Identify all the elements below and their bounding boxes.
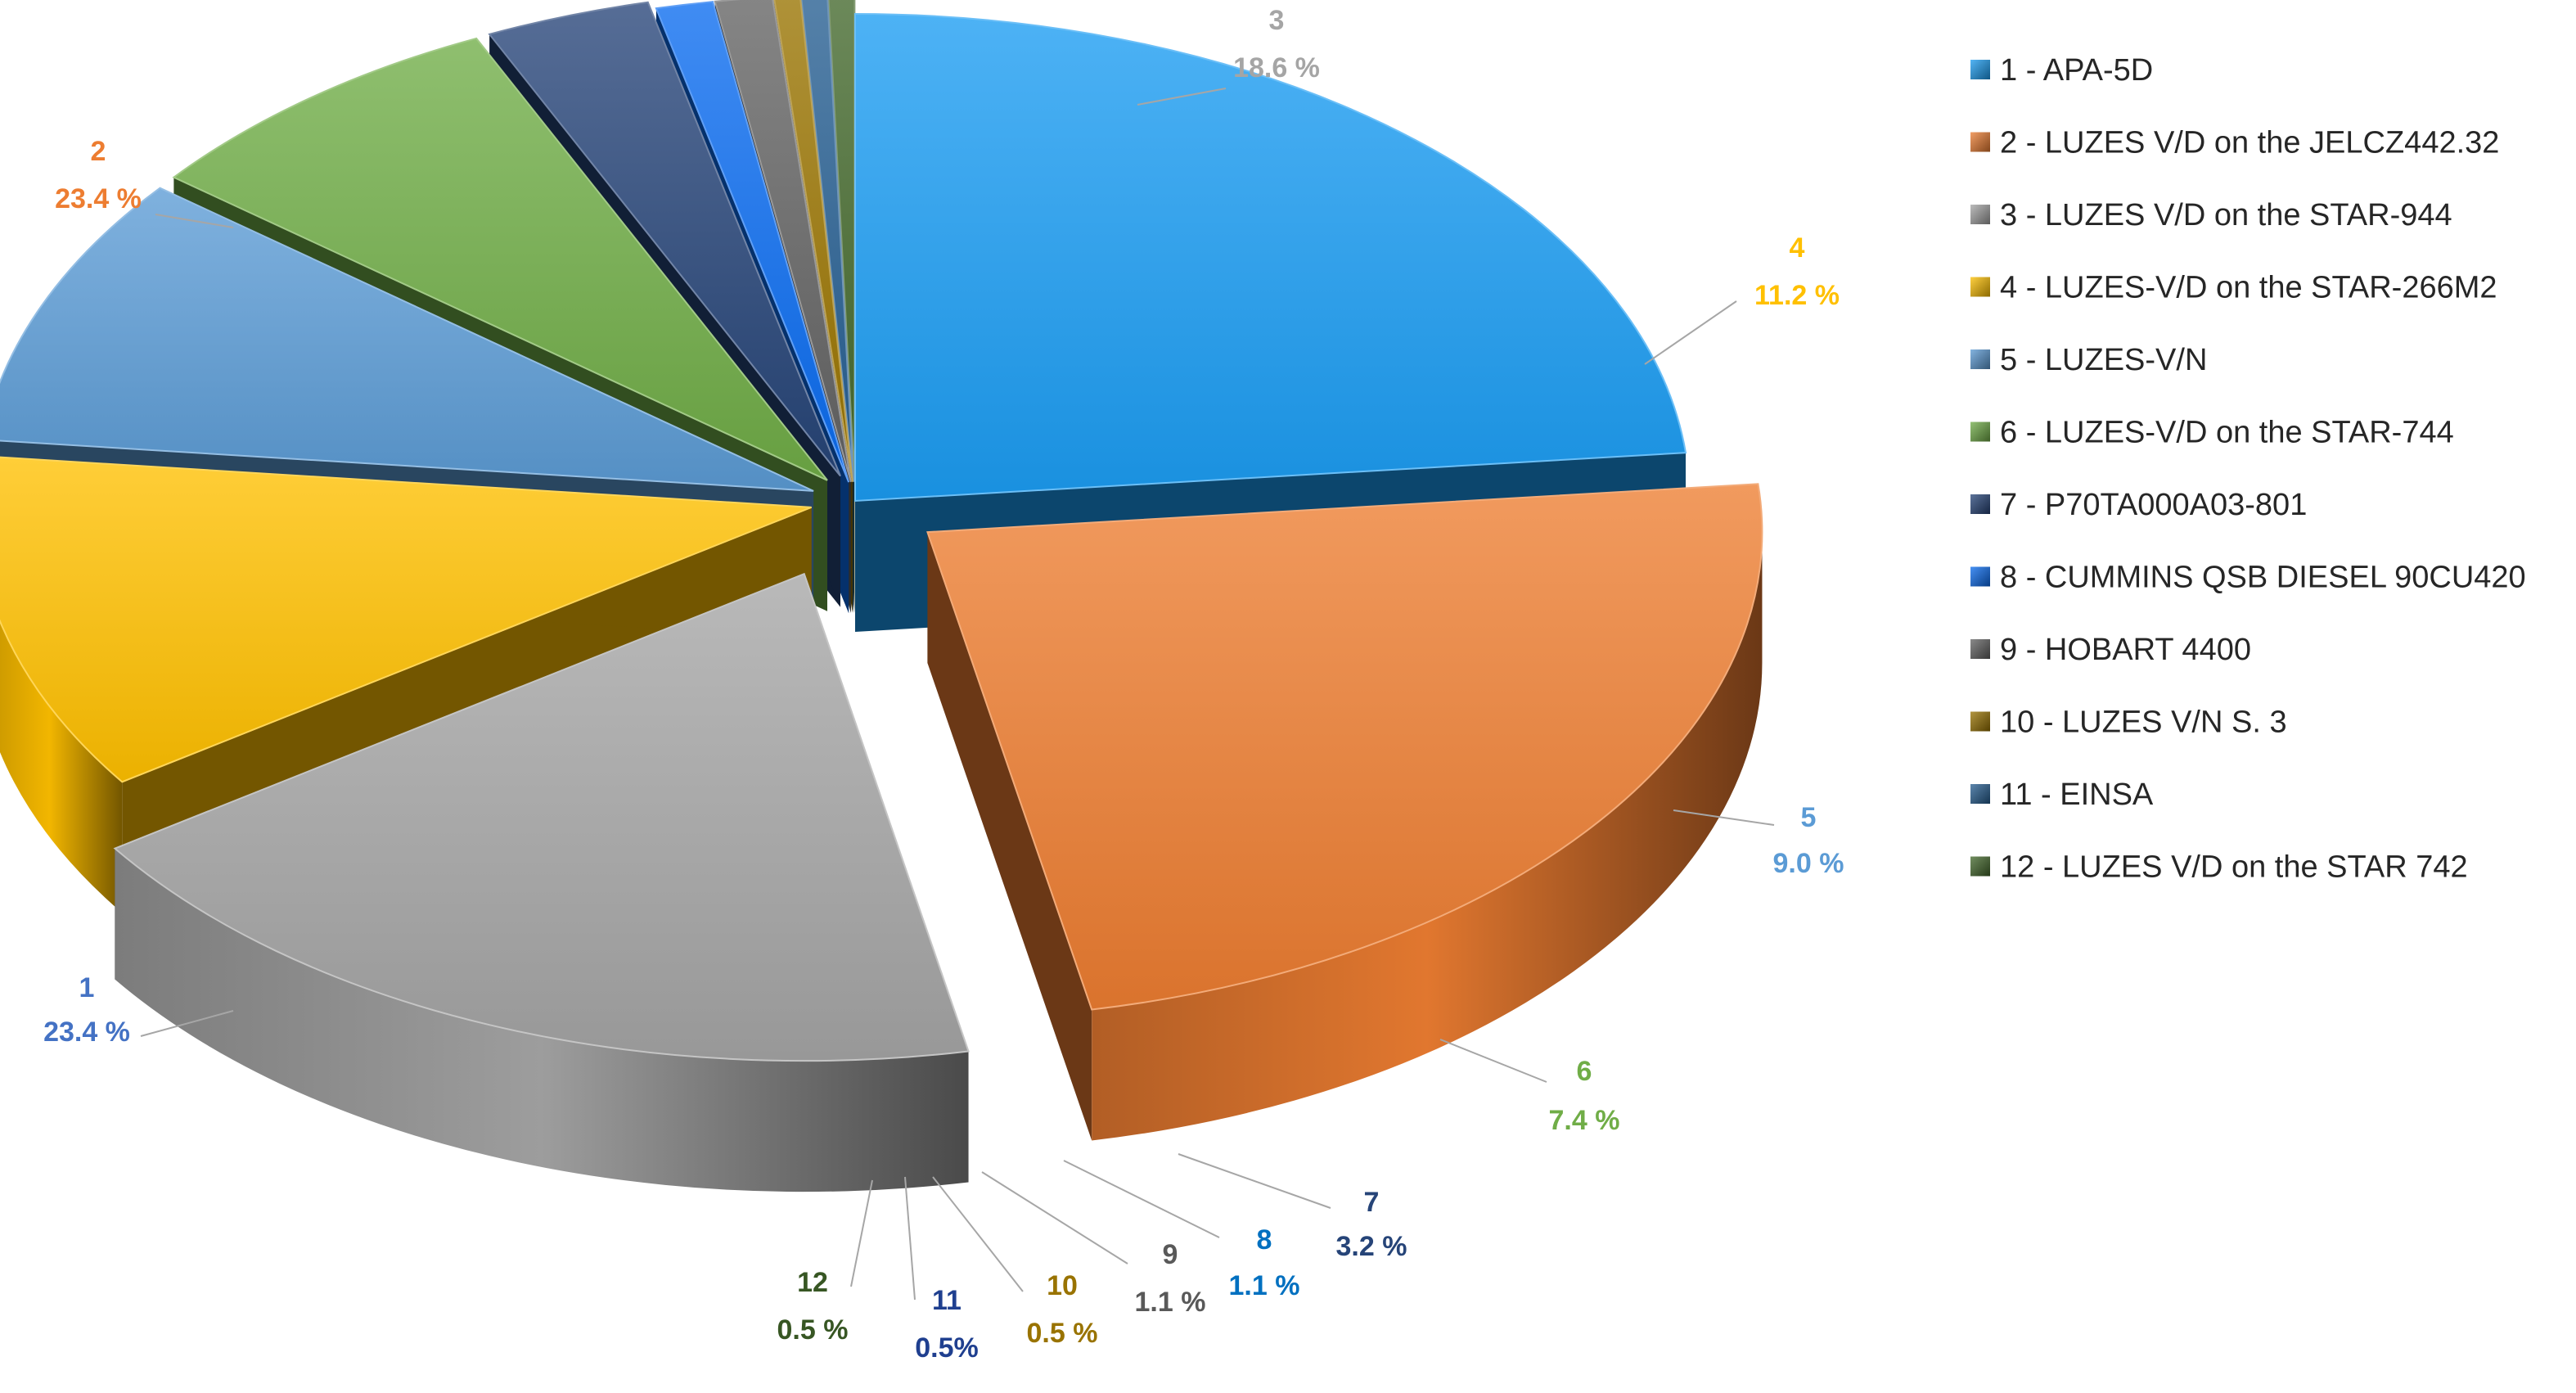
legend-label-8: 8 - CUMMINS QSB DIESEL 90CU420 <box>2000 561 2526 595</box>
legend-swatch-11 <box>1970 784 1990 804</box>
legend-item-9: 9 - HOBART 4400 <box>1970 633 2251 667</box>
data-label-value-6: 7.4 % <box>1549 1105 1620 1136</box>
legend-label-1: 1 - APA-5D <box>2000 53 2153 88</box>
legend-label-3: 3 - LUZES V/D on the STAR-944 <box>2000 198 2452 232</box>
leader-line-8 <box>1063 1160 1220 1238</box>
data-label-value-1: 23.4 % <box>43 1017 130 1048</box>
legend-item-2: 2 - LUZES V/D on the JELCZ442.32 <box>1970 126 2499 160</box>
data-label-value-5: 9.0 % <box>1773 848 1844 879</box>
legend-item-7: 7 - P70TA000A03-801 <box>1970 488 2307 522</box>
legend-label-4: 4 - LUZES-V/D on the STAR-266M2 <box>2000 271 2497 305</box>
legend-swatch-10 <box>1970 711 1990 732</box>
legend-item-4: 4 - LUZES-V/D on the STAR-266M2 <box>1970 271 2497 305</box>
legend-swatch-4 <box>1970 277 1990 297</box>
data-label-category-6: 6 <box>1577 1056 1592 1087</box>
data-label-category-12: 12 <box>797 1267 828 1298</box>
data-label-value-3: 18.6 % <box>1233 52 1320 83</box>
data-label-category-4: 4 <box>1790 232 1805 264</box>
data-label-value-4: 11.2 % <box>1754 280 1840 311</box>
legend-swatch-8 <box>1970 566 1990 587</box>
data-label-category-11: 11 <box>932 1285 961 1316</box>
legend-label-12: 12 - LUZES V/D on the STAR 742 <box>2000 850 2468 885</box>
leader-line-7 <box>1178 1153 1331 1209</box>
data-label-value-9: 1.1 % <box>1135 1287 1206 1318</box>
legend-item-10: 10 - LUZES V/N S. 3 <box>1970 706 2287 740</box>
data-label-category-9: 9 <box>1163 1239 1178 1270</box>
data-label-category-3: 3 <box>1269 5 1285 36</box>
data-label-category-1: 1 <box>79 972 95 1003</box>
pie-slice-3 <box>113 572 970 1192</box>
data-label-value-8: 1.1 % <box>1229 1270 1300 1301</box>
legend-swatch-12 <box>1970 856 1990 877</box>
legend-item-5: 5 - LUZES-V/N <box>1970 343 2207 377</box>
legend-label-6: 6 - LUZES-V/D on the STAR-744 <box>2000 416 2454 450</box>
legend-label-9: 9 - HOBART 4400 <box>2000 633 2251 667</box>
leader-line-1 <box>140 1010 234 1037</box>
leader-line-12 <box>850 1179 873 1287</box>
data-label-category-2: 2 <box>91 136 106 167</box>
data-label-value-2: 23.4 % <box>55 183 142 214</box>
legend: 1 - APA-5D 2 - LUZES V/D on the JELCZ442.… <box>1970 53 2526 885</box>
legend-item-8: 8 - CUMMINS QSB DIESEL 90CU420 <box>1970 561 2526 595</box>
data-label-value-12: 0.5 % <box>777 1314 849 1346</box>
leader-line-10 <box>932 1176 1024 1292</box>
legend-swatch-7 <box>1970 494 1990 514</box>
legend-swatch-3 <box>1970 205 1990 224</box>
data-label-category-5: 5 <box>1801 802 1817 833</box>
data-label-category-10: 10 <box>1047 1270 1078 1301</box>
legend-label-11: 11 - EINSA <box>2000 778 2154 812</box>
leader-line-2 <box>155 214 234 228</box>
data-label-value-10: 0.5 % <box>1027 1318 1098 1349</box>
legend-item-1: 1 - APA-5D <box>1970 53 2153 88</box>
legend-swatch-9 <box>1970 639 1990 659</box>
data-label-value-7: 3.2 % <box>1336 1231 1407 1262</box>
legend-swatch-6 <box>1970 422 1990 442</box>
legend-item-11: 11 - EINSA <box>1970 778 2154 812</box>
leader-line-5 <box>1673 809 1775 826</box>
leader-line-3 <box>1137 88 1227 106</box>
pie-slice-2 <box>926 483 1763 1141</box>
leader-lines <box>140 88 1775 1301</box>
legend-swatch-1 <box>1970 60 1990 79</box>
legend-label-2: 2 - LUZES V/D on the JELCZ442.32 <box>2000 126 2499 160</box>
legend-label-10: 10 - LUZES V/N S. 3 <box>2000 706 2287 740</box>
data-label-category-7: 7 <box>1364 1187 1380 1218</box>
leader-line-11 <box>904 1176 916 1301</box>
legend-label-7: 7 - P70TA000A03-801 <box>2000 488 2307 522</box>
legend-label-5: 5 - LUZES-V/N <box>2000 343 2207 377</box>
legend-swatch-2 <box>1970 132 1990 152</box>
data-label-value-11: 0.5% <box>915 1332 979 1364</box>
leader-line-9 <box>981 1171 1128 1265</box>
leader-line-6 <box>1439 1039 1547 1083</box>
leader-line-4 <box>1644 300 1737 365</box>
legend-item-6: 6 - LUZES-V/D on the STAR-744 <box>1970 416 2454 450</box>
legend-item-12: 12 - LUZES V/D on the STAR 742 <box>1970 850 2468 885</box>
pie-slices <box>0 0 1763 1192</box>
data-labels: 1 23.4 % 2 23.4 % 3 18.6 % 4 11.2 % 5 9.0 % 6 7.4 %… <box>43 5 1844 1364</box>
data-label-category-8: 8 <box>1257 1224 1272 1256</box>
legend-item-3: 3 - LUZES V/D on the STAR-944 <box>1970 198 2452 232</box>
legend-swatch-5 <box>1970 349 1990 369</box>
